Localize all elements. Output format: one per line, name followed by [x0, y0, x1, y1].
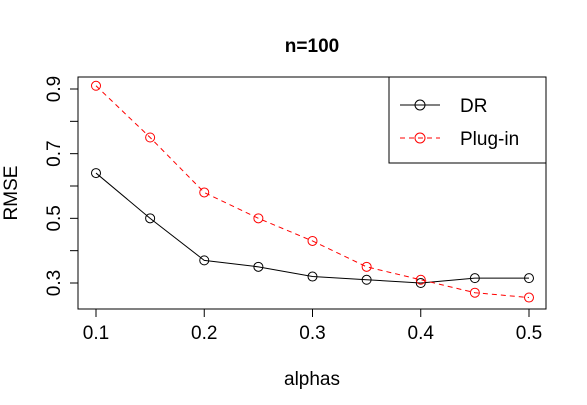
data-point-plug-in	[524, 292, 534, 303]
legend-label-dr: DR	[460, 96, 487, 117]
y-tick-label: 0.7	[44, 140, 65, 166]
y-tick-label: 0.9	[44, 76, 65, 102]
data-point-plug-in	[253, 213, 264, 224]
legend-marker-plugin	[414, 132, 426, 144]
y-tick-label: 0.5	[44, 205, 65, 231]
data-point-plug-in	[415, 274, 426, 285]
data-point-plug-in	[361, 261, 372, 272]
legend: DR Plug-in	[388, 76, 547, 164]
y-tick-label: 0.3	[44, 270, 65, 296]
data-point-plug-in	[91, 80, 101, 91]
x-tick-label: 0.1	[83, 323, 109, 344]
series-line-plug-in	[95, 85, 530, 299]
x-tick-label: 0.3	[299, 323, 325, 344]
data-point-dr	[91, 168, 101, 179]
data-point-dr	[415, 278, 426, 288]
x-tick-label: 0.2	[191, 323, 217, 344]
x-tick-label: 0.5	[516, 323, 542, 344]
legend-label-plugin: Plug-in	[460, 129, 519, 150]
y-axis: 0.3 0.5 0.7 0.9	[44, 76, 78, 296]
data-point-dr	[307, 271, 318, 282]
data-point-dr	[524, 273, 534, 284]
data-point-dr	[361, 274, 372, 285]
x-axis-label: alphas	[284, 369, 340, 390]
x-tick-label: 0.4	[408, 323, 435, 344]
y-axis-label: RMSE	[1, 166, 22, 221]
data-point-plug-in	[469, 287, 480, 298]
chart-title: n=100	[285, 36, 339, 57]
data-point-dr	[469, 273, 480, 284]
data-point-plug-in	[199, 187, 210, 198]
data-point-plug-in	[307, 235, 318, 246]
data-point-dr	[253, 261, 264, 272]
x-axis: 0.1 0.2 0.3 0.4 0.5	[83, 309, 542, 344]
series-line-dr	[95, 172, 529, 284]
legend-marker-dr	[414, 99, 426, 111]
data-point-plug-in	[145, 132, 156, 143]
series-layer	[91, 80, 534, 303]
legend-box	[388, 76, 547, 164]
data-point-dr	[199, 255, 210, 266]
data-point-dr	[145, 213, 156, 224]
